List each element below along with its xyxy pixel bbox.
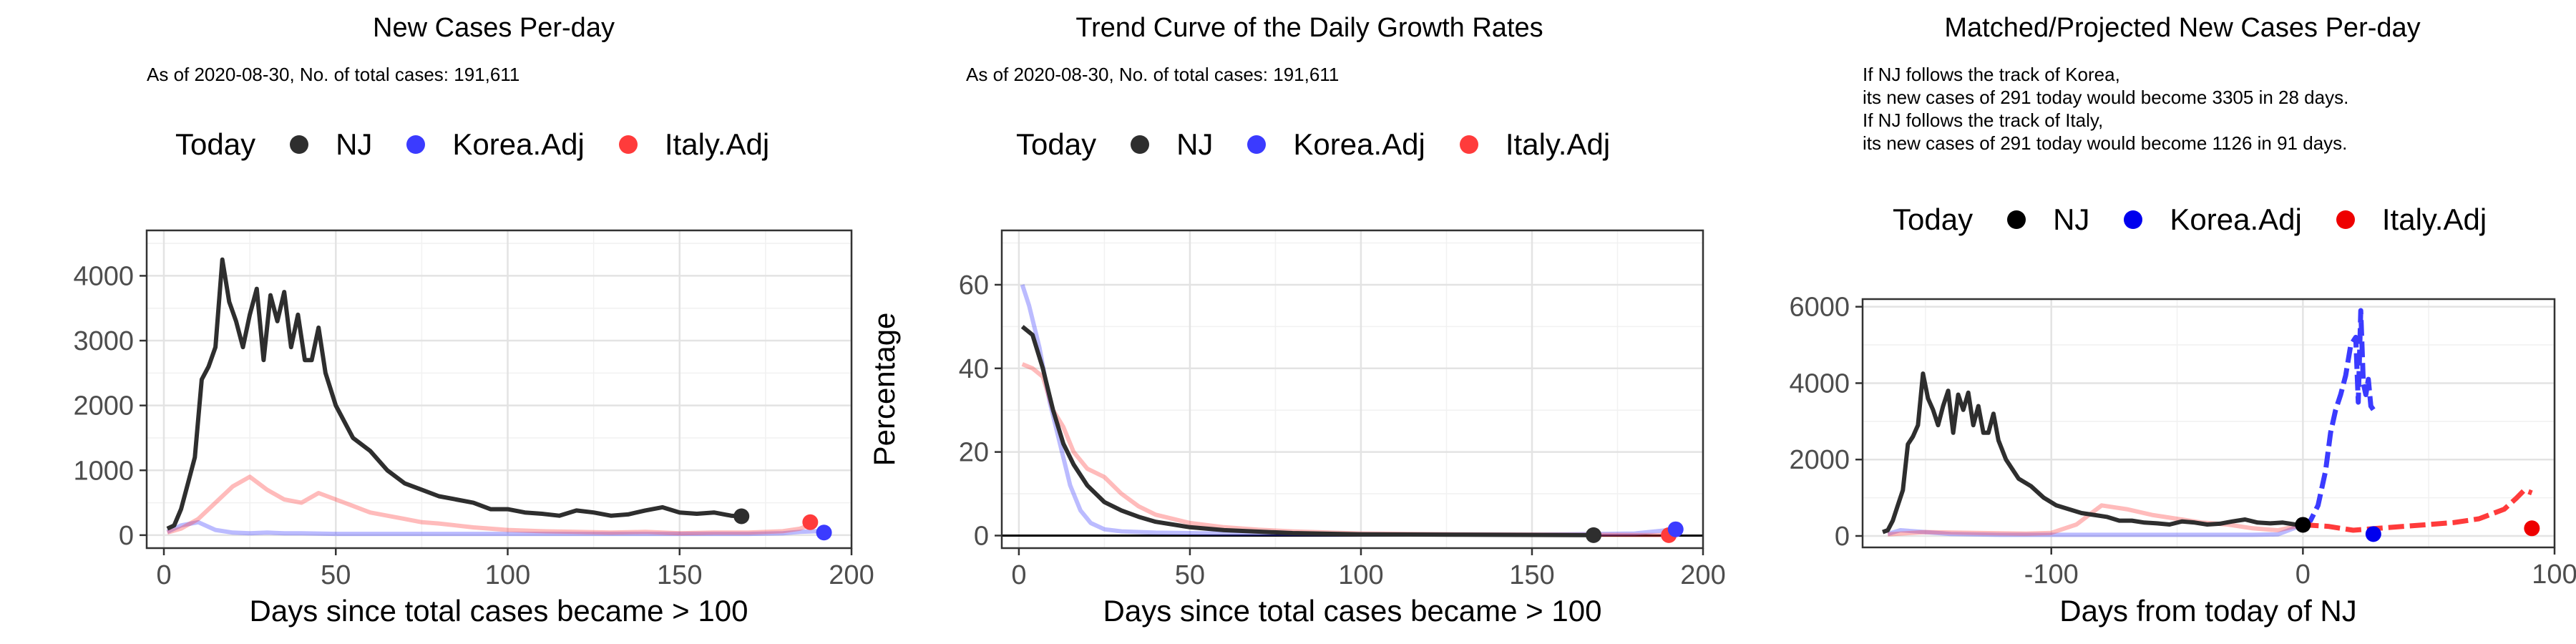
series-line-nj xyxy=(166,257,742,531)
annotation-italy-2: its new cases of 291 today would become … xyxy=(1863,132,2348,154)
legend: Today NJ Korea.Adj Italy.Adj xyxy=(1893,203,2521,237)
legend-item-nj: NJ xyxy=(1131,127,1213,162)
legend-swatch-nj xyxy=(2007,210,2026,229)
y-axis-label: Percentage xyxy=(867,313,901,467)
legend-label-korea: Korea.Adj xyxy=(2170,203,2302,236)
y-tick-label: 6000 xyxy=(1789,293,1850,323)
x-axis-label: Days since total cases became > 100 xyxy=(250,594,748,628)
series-line-korea-adj xyxy=(166,519,825,537)
today-point-italy-adj xyxy=(2524,520,2540,537)
legend-item-italy: Italy.Adj xyxy=(1459,127,1611,162)
y-tick-label: 1000 xyxy=(73,456,134,486)
series-line-korea-adj-projected xyxy=(2301,308,2376,527)
legend-swatch-nj xyxy=(290,135,309,154)
series-line-italy-adj-matched xyxy=(1888,503,2304,537)
legend-swatch-korea xyxy=(1247,135,1267,154)
chart-title: Matched/Projected New Cases Per-day xyxy=(1944,13,2421,43)
chart-title: New Cases Per-day xyxy=(373,13,615,43)
legend-item-italy: Italy.Adj xyxy=(2336,203,2487,237)
y-tick-label: 0 xyxy=(974,521,989,551)
legend-label-italy: Italy.Adj xyxy=(664,127,770,161)
chart-subtitle: As of 2020-08-30, No. of total cases: 19… xyxy=(147,64,520,85)
panel-growth-rates: Trend Curve of the Daily Growth Rates As… xyxy=(859,0,1726,644)
legend-swatch-italy xyxy=(1459,135,1478,154)
series-line-italy-adj-projected xyxy=(2303,487,2533,533)
x-tick-label: 0 xyxy=(1011,560,1026,590)
x-tick-label: 100 xyxy=(485,560,530,590)
y-tick-label: 4000 xyxy=(73,261,134,291)
x-tick-label: 0 xyxy=(2296,560,2311,590)
today-point-korea-adj xyxy=(2365,526,2381,542)
legend-label-italy: Italy.Adj xyxy=(1505,127,1611,161)
series-line-nj xyxy=(1882,371,2303,535)
legend-title: Today xyxy=(1893,203,1974,236)
legend: Today NJ Korea.Adj Italy.Adj xyxy=(1016,127,1644,162)
legend-item-korea: Korea.Adj xyxy=(2124,203,2302,237)
today-point-nj xyxy=(1586,527,1602,543)
y-tick-label: 2000 xyxy=(1789,445,1850,475)
legend-label-nj: NJ xyxy=(1176,127,1214,161)
series-line-nj xyxy=(1020,325,1594,537)
x-tick-label: 50 xyxy=(321,560,351,590)
x-axis-label: Days from today of NJ xyxy=(2059,594,2356,628)
legend-label-korea: Korea.Adj xyxy=(452,127,585,161)
y-tick-label: 0 xyxy=(119,521,134,551)
legend-swatch-korea xyxy=(2124,210,2143,229)
legend-swatch-nj xyxy=(1131,135,1150,154)
x-tick-label: 50 xyxy=(1175,560,1205,590)
legend-title: Today xyxy=(175,127,256,161)
chart-plot-growth-rates: 0 50 100 150 200 0 20 40 60 Days since total case… xyxy=(867,229,1726,628)
x-axis-label: Days since total cases became > 100 xyxy=(1103,594,1602,628)
today-point-nj xyxy=(733,508,750,525)
series-line-italy-adj xyxy=(166,474,819,536)
legend-item-nj: NJ xyxy=(2007,203,2089,237)
plot-border xyxy=(1000,229,1704,550)
legend-label-korea: Korea.Adj xyxy=(1293,127,1425,161)
legend-label-italy: Italy.Adj xyxy=(2381,203,2487,236)
today-point-nj xyxy=(2295,517,2311,533)
y-tick-label: 60 xyxy=(959,270,989,301)
legend-title: Today xyxy=(1016,127,1097,161)
y-tick-label: 0 xyxy=(1835,522,1850,552)
y-tick-label: 2000 xyxy=(73,391,134,421)
annotation-korea-1: If NJ follows the track of Korea, xyxy=(1863,64,2120,85)
plot-border xyxy=(1861,298,2556,549)
x-tick-label: 200 xyxy=(1680,560,1725,590)
legend-label-nj: NJ xyxy=(336,127,373,161)
y-tick-label: 40 xyxy=(959,354,989,384)
legend-swatch-korea xyxy=(406,135,426,154)
series-line-korea-adj-matched xyxy=(1887,522,2304,537)
legend-item-korea: Korea.Adj xyxy=(1247,127,1425,162)
y-tick-label: 20 xyxy=(959,438,989,468)
legend-item-korea: Korea.Adj xyxy=(406,127,585,162)
x-tick-label: 100 xyxy=(2532,560,2576,590)
panel-new-cases: New Cases Per-day As of 2020-08-30, No. … xyxy=(0,0,874,644)
x-tick-label: -100 xyxy=(2024,560,2079,590)
chart-title: Trend Curve of the Daily Growth Rates xyxy=(1075,13,1543,43)
x-tick-label: 0 xyxy=(156,560,171,590)
y-tick-label: 4000 xyxy=(1789,369,1850,399)
today-point-korea-adj xyxy=(1667,521,1684,537)
legend: Today NJ Korea.Adj Italy.Adj xyxy=(175,127,804,162)
legend-swatch-italy xyxy=(618,135,638,154)
annotation-italy-1: If NJ follows the track of Italy, xyxy=(1863,109,2104,131)
x-tick-label: 150 xyxy=(1509,560,1554,590)
y-tick-label: 3000 xyxy=(73,326,134,356)
x-tick-label: 150 xyxy=(657,560,702,590)
legend-item-italy: Italy.Adj xyxy=(618,127,770,162)
legend-label-nj: NJ xyxy=(2053,203,2090,236)
legend-item-nj: NJ xyxy=(290,127,372,162)
today-point-korea-adj xyxy=(816,525,832,541)
legend-swatch-italy xyxy=(2336,210,2355,229)
chart-subtitle: As of 2020-08-30, No. of total cases: 19… xyxy=(966,64,1340,85)
x-tick-label: 200 xyxy=(829,560,874,590)
x-tick-label: 100 xyxy=(1338,560,1383,590)
plot-border xyxy=(145,229,853,550)
annotation-korea-2: its new cases of 291 today would become … xyxy=(1863,87,2349,108)
today-point-italy-adj xyxy=(802,514,819,530)
panel-projected-cases: Matched/Projected New Cases Per-day If N… xyxy=(1717,0,2576,644)
